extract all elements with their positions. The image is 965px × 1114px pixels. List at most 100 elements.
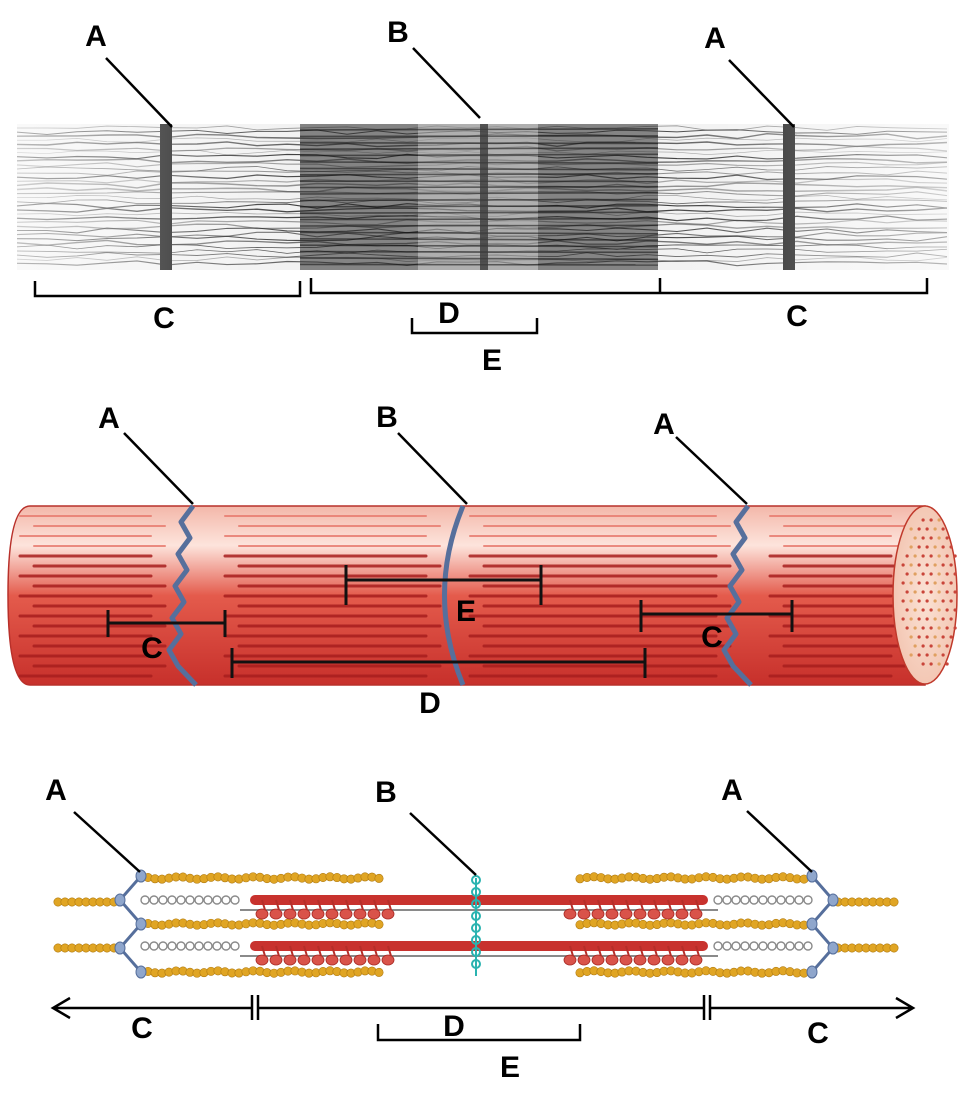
titin-coil (167, 895, 177, 905)
myosin-neck (275, 899, 280, 911)
cylinder-cap-dot (941, 581, 945, 585)
cylinder-cap-dot (945, 662, 949, 666)
cylinder-cap-dot (909, 563, 913, 567)
myosin-neck (345, 899, 350, 911)
cylinder-cap-dot (905, 572, 909, 576)
cylinder-cap-dot (929, 536, 933, 540)
micrograph-label-b: B (387, 16, 409, 49)
titin-coil (722, 895, 732, 905)
cylinder-measure-i-right (639, 600, 794, 632)
myosin-neck (653, 899, 658, 911)
cylinder-cap-dot (949, 617, 953, 621)
myosin-head (661, 908, 675, 920)
cylinder-cap-dot (933, 653, 937, 657)
cylinder-cap-dot (929, 572, 933, 576)
cylinder-cap-dot (913, 536, 917, 540)
cylinder-cap-dot (925, 527, 929, 531)
myosin-head (605, 954, 619, 966)
cylinder-cap-dot (945, 626, 949, 630)
cylinder-cap-dot (905, 608, 909, 612)
cylinder-cap-dot (933, 617, 937, 621)
cylinder-cap-dot (909, 653, 913, 657)
cylinder-cap-dot (937, 536, 941, 540)
titin-coil (740, 941, 750, 951)
filaments-label-a-left: A (45, 774, 67, 807)
cylinder-cap-dot (921, 626, 925, 630)
cylinder-cap-dot (909, 617, 913, 621)
myosin-neck (597, 899, 602, 911)
z-disc-node (806, 869, 818, 883)
cylinder-cap-dot (925, 617, 929, 621)
cylinder-cap-dot (925, 581, 929, 585)
cylinder-label-i-right: C (701, 621, 723, 654)
myosin-neck (289, 945, 294, 957)
cylinder-cap-dot (905, 554, 909, 558)
filaments-pointer-b (409, 812, 477, 876)
cylinder-cap-dot (941, 599, 945, 603)
titin-coil (221, 895, 231, 905)
myosin-head (255, 954, 269, 966)
cylinder-cap-dot (929, 590, 933, 594)
titin-coil (713, 941, 723, 951)
titin-coil (230, 941, 240, 951)
actin-bead (889, 897, 899, 907)
myosin-neck (387, 899, 392, 911)
cylinder-cap-dot (945, 608, 949, 612)
myosin-neck (625, 899, 630, 911)
cylinder-cap-dot (933, 599, 937, 603)
micrograph-bracket-a-band (309, 278, 929, 295)
myosin-head (605, 908, 619, 920)
cylinder-cap-dot (913, 572, 917, 576)
titin-coil (194, 941, 204, 951)
cylinder-cap-dot (925, 563, 929, 567)
cylinder-cap-dot (925, 653, 929, 657)
myosin-head (339, 954, 353, 966)
cylinder-cap-dot (921, 662, 925, 666)
filaments-label-i-right: C (807, 1017, 829, 1050)
cylinder-cap-dot (921, 518, 925, 522)
myosin-head (269, 954, 283, 966)
myosin-head (325, 954, 339, 966)
filaments-panel: A B A C D C E (45, 774, 916, 1084)
micrograph-edge-fade (17, 124, 949, 270)
filaments-z-disc-nodes (114, 869, 839, 979)
cylinder-cap-dot (933, 581, 937, 585)
myosin-neck (681, 899, 686, 911)
myosin-neck (667, 899, 672, 911)
titin-coil (767, 895, 777, 905)
cylinder-cap-dot (937, 554, 941, 558)
cylinder-cap-dot (945, 554, 949, 558)
cylinder-cap-dot (917, 581, 921, 585)
myosin-head (325, 908, 339, 920)
cylinder-cap-dot (905, 590, 909, 594)
titin-coil (713, 895, 723, 905)
titin-coil (149, 895, 159, 905)
cylinder-cap-dot (941, 527, 945, 531)
myosin-head (255, 908, 269, 920)
myosin-neck (583, 945, 588, 957)
myosin-neck (569, 945, 574, 957)
cylinder-z-disc-right (721, 504, 753, 687)
z-disc-node (806, 965, 818, 979)
cylinder-cap-dot (929, 662, 933, 666)
cylinder-cap-dot (921, 644, 925, 648)
myosin-neck (695, 899, 700, 911)
myosin-neck (639, 945, 644, 957)
titin-coil (140, 941, 150, 951)
micrograph-bracket-i-left (33, 281, 302, 298)
cylinder-cap-dot (901, 581, 905, 585)
cylinder-cap-dot (901, 563, 905, 567)
cylinder-cap-dot (933, 635, 937, 639)
cylinder-cap-dot (953, 572, 957, 576)
filaments-label-i-left: C (131, 1012, 153, 1045)
cylinder-measure-i-left (106, 610, 227, 637)
myosin-head (689, 954, 703, 966)
cylinder-cap-dot (941, 617, 945, 621)
myosin-head (675, 908, 689, 920)
myosin-neck (303, 899, 308, 911)
actin-bead (374, 919, 384, 929)
titin-coil (176, 941, 186, 951)
cylinder-m-line (442, 505, 466, 686)
m-line-link (471, 899, 481, 909)
